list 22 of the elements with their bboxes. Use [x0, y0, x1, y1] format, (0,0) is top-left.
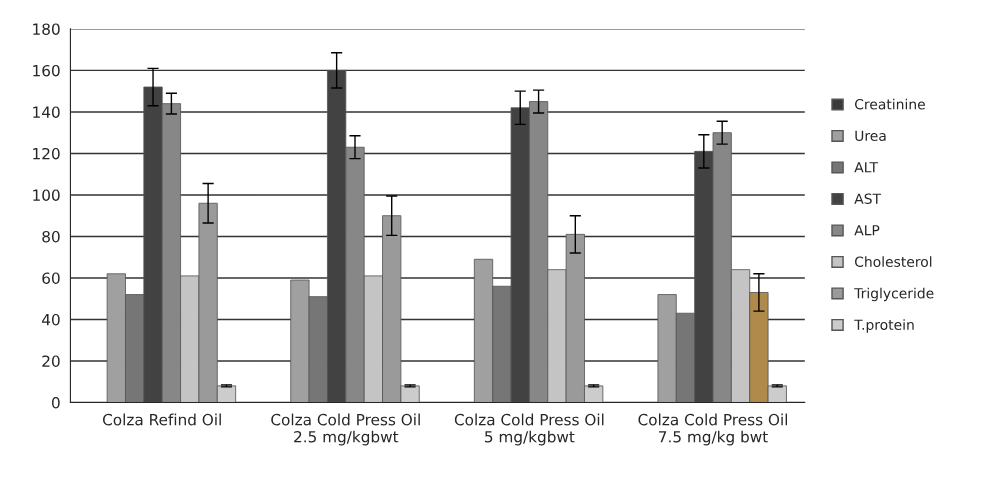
- y-tick-label: 160: [33, 64, 60, 77]
- legend-label: ALP: [854, 225, 880, 236]
- x-tick-label: Colza Cold Press Oil 2.5 mg/kgbwt: [271, 413, 420, 446]
- y-tick-label: 60: [42, 272, 60, 284]
- y-tick-label: 80: [42, 230, 60, 243]
- y-tick-label: 120: [33, 147, 60, 160]
- y-tick-label: 0: [51, 396, 60, 409]
- legend-label: AST: [854, 193, 882, 204]
- y-tick-label: 100: [33, 189, 60, 201]
- legend-label: ALT: [854, 162, 879, 173]
- y-tick-label: 40: [42, 313, 60, 326]
- x-tick-label: Colza Cold Press Oil 7.5 mg/kg bwt: [638, 413, 788, 446]
- legend-label: Creatinine: [854, 98, 925, 110]
- legend-label: Triglyceride: [854, 287, 934, 302]
- legend-label: T.protein: [854, 319, 914, 333]
- y-tick-label: 140: [33, 106, 60, 118]
- x-tick-label: Colza Refind Oil: [102, 413, 221, 426]
- y-tick-label: 20: [42, 355, 60, 367]
- legend-label: Urea: [855, 130, 886, 141]
- x-tick-label: Colza Cold Press Oil 5 mg/kgbwt: [454, 413, 604, 446]
- y-tick-label: 180: [33, 23, 60, 35]
- legend-label: Cholesterol: [854, 256, 932, 267]
